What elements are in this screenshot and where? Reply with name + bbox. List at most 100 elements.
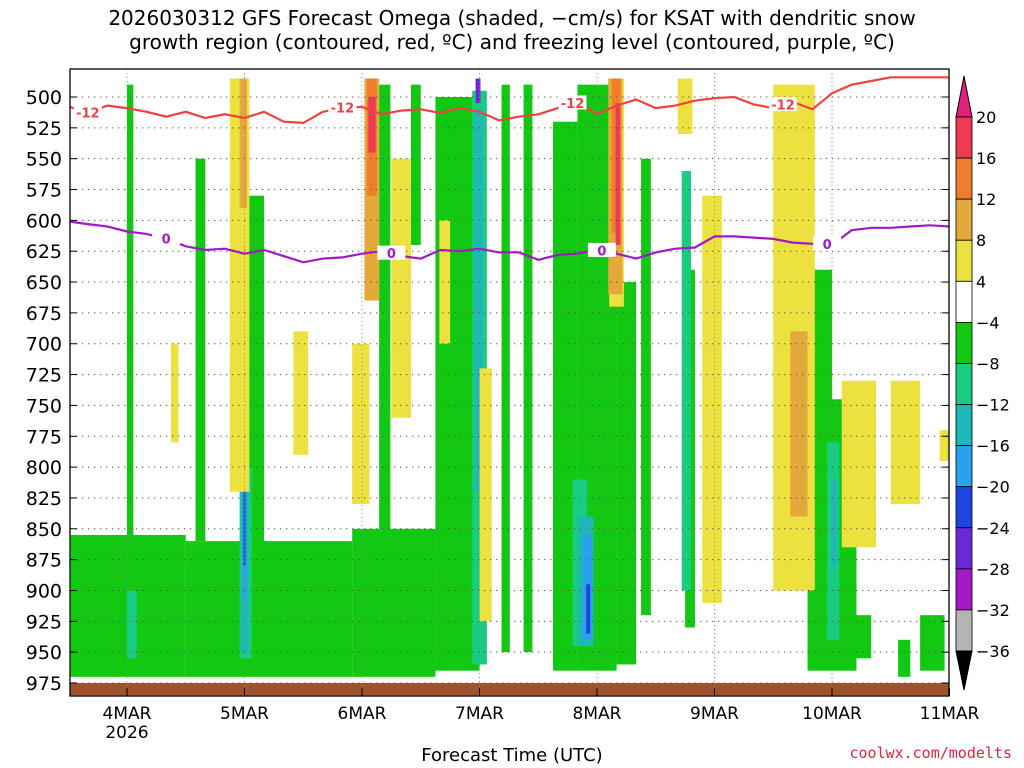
x-tick-label: 8MAR [573, 704, 622, 724]
credit-text: coolwx.com/modelts [849, 744, 1012, 762]
omega-region-35 [586, 584, 591, 634]
dendritic-isotherm-line [69, 76, 949, 125]
colorbar-label: 4 [976, 272, 986, 291]
colorbar-label: −12 [976, 396, 1010, 415]
y-tick-label: 650 [26, 272, 62, 294]
omega-region-5 [523, 84, 533, 653]
x-axis-label: Forecast Time (UTC) [421, 745, 603, 766]
colorbar-bin [955, 486, 973, 529]
colorbar-bin [955, 527, 973, 570]
title-line-1: 2026030312 GFS Forecast Omega (shaded, −… [108, 6, 916, 30]
omega-region-51 [239, 78, 247, 209]
freezing-level-line [69, 220, 950, 264]
y-tick-label: 825 [26, 488, 62, 510]
omega-region-48 [841, 380, 877, 548]
omega-region-9 [641, 158, 651, 616]
chart-title: 2026030312 GFS Forecast Omega (shaded, −… [0, 6, 1024, 54]
omega-region-58 [615, 103, 621, 246]
colorbar-bin [955, 321, 973, 364]
contour-label: 0 [597, 244, 606, 259]
grid-lines [70, 69, 949, 696]
x-tick-label: 7MAR [455, 704, 504, 724]
omega-region-54 [790, 331, 808, 517]
colorbar-label: 12 [976, 190, 996, 209]
x-tick-sublabel: 2026 [105, 723, 148, 743]
colorbar-bin [955, 239, 973, 282]
colorbar-bin [955, 568, 973, 611]
colorbar-label: −4 [976, 313, 1000, 332]
y-tick-label: 725 [26, 365, 62, 387]
omega-region-22 [127, 590, 137, 659]
y-tick-label: 625 [26, 241, 62, 263]
y-tick-label: 775 [26, 426, 62, 448]
contour-label-bg [73, 105, 102, 120]
contour-label: -12 [76, 107, 100, 122]
colorbar-label: −24 [976, 519, 1010, 538]
y-tick-label: 975 [26, 673, 62, 695]
colorbar-bottom-arrow [955, 650, 973, 691]
y-tick-label: 950 [26, 642, 62, 664]
y-tick-label: 900 [26, 580, 62, 602]
omega-region-15 [898, 639, 911, 677]
colorbar-label: 16 [976, 149, 996, 168]
contour-label: -12 [561, 97, 585, 112]
x-tick-label: 5MAR [220, 704, 269, 724]
omega-region-8 [616, 282, 637, 665]
omega-region-34 [243, 479, 246, 566]
contour-label: 0 [823, 238, 832, 253]
omega-region-50 [939, 430, 949, 461]
colorbar-bin [955, 116, 973, 159]
omega-region-29 [474, 109, 483, 492]
colorbar-bin [955, 198, 973, 241]
colorbar-top-arrow [955, 75, 973, 118]
y-tick-label: 750 [26, 395, 62, 417]
colorbar-label: −36 [976, 642, 1010, 661]
y-axis: 500 525 550 575 600 625 650 675 700 725 750 775 800 8… [26, 87, 949, 695]
y-tick-label: 700 [26, 334, 62, 356]
y-tick-label: 675 [26, 303, 62, 325]
colorbar-bin [955, 363, 973, 405]
contour-label-bg [377, 245, 406, 260]
y-tick-label: 600 [26, 210, 62, 232]
omega-region-43 [479, 368, 492, 622]
y-tick-label: 575 [26, 180, 62, 202]
y-tick-label: 550 [26, 149, 62, 171]
omega-region-49 [890, 380, 921, 505]
x-tick-label: 6MAR [338, 704, 387, 724]
omega-region-46 [702, 195, 722, 603]
contour-label-bg [813, 236, 842, 251]
contour-label: 0 [387, 247, 396, 262]
omega-region-26 [681, 171, 691, 591]
colorbar-label: 8 [976, 231, 986, 250]
omega-region-2 [352, 528, 436, 677]
colorbar-bin [955, 445, 973, 488]
colorbar-label: −8 [976, 354, 1000, 373]
y-tick-label: 875 [26, 550, 62, 572]
y-tick-label: 850 [26, 519, 62, 541]
omega-region-19 [244, 195, 265, 554]
contour-label-bg [328, 100, 357, 115]
omega-region-41 [391, 158, 411, 418]
contour-label: -12 [771, 99, 795, 114]
colorbar-label: 20 [976, 108, 996, 127]
omega-region-4 [501, 84, 510, 653]
omega-region-37 [171, 343, 179, 443]
colorbar-bin [955, 280, 973, 323]
ground-surface [70, 683, 949, 696]
omega-region-16 [920, 615, 945, 671]
contour-label: 0 [162, 232, 171, 247]
omega-region-39 [293, 331, 309, 455]
y-tick-label: 525 [26, 118, 62, 140]
plot-area: -12 -12 -12 -12 0 0 0 0 [69, 68, 950, 697]
x-tick-label: 9MAR [690, 704, 739, 724]
colorbar-bin [955, 609, 973, 652]
colorbar-label: −16 [976, 437, 1010, 456]
colorbar-bin [955, 157, 973, 200]
omega-region-1 [185, 541, 353, 677]
colorbar-bin [955, 404, 973, 447]
y-tick-label: 800 [26, 457, 62, 479]
omega-region-42 [439, 220, 451, 344]
y-tick-label: 500 [26, 87, 62, 109]
